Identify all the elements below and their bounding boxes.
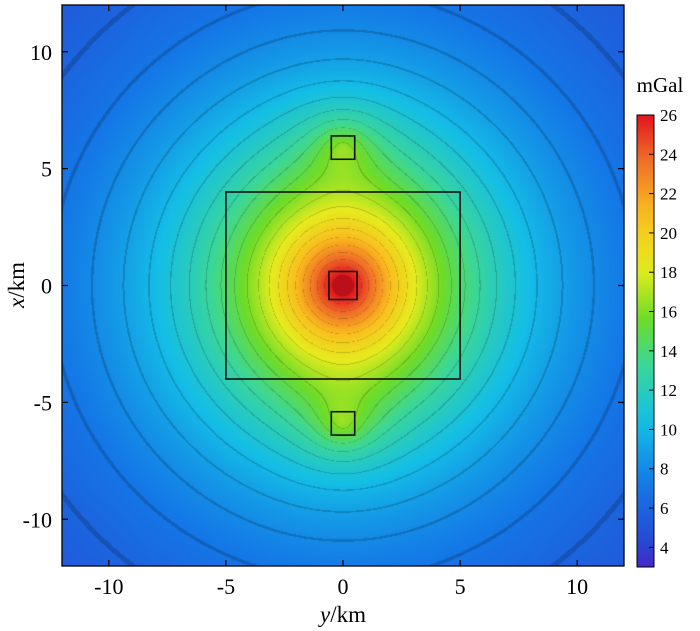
colorbar-tick-label: 6 xyxy=(660,499,669,518)
colorbar-tick-label: 10 xyxy=(660,420,677,439)
x-tick-label: 5 xyxy=(455,574,466,599)
y-axis-ticks: 10 5 0 -5 -10 xyxy=(23,40,624,532)
colorbar-tick-label: 20 xyxy=(660,224,677,243)
colorbar-tick-label: 24 xyxy=(660,145,678,164)
y-tick-label: 0 xyxy=(41,274,52,299)
colorbar-tick-label: 4 xyxy=(660,538,669,557)
outline-north-body xyxy=(330,135,356,161)
y-tick-label: 10 xyxy=(30,40,52,65)
colorbar-tick-label: 12 xyxy=(660,381,677,400)
colorbar-tick-label: 22 xyxy=(660,185,677,204)
heatmap-plot-area xyxy=(61,4,625,567)
colorbar-tick-label: 18 xyxy=(660,263,677,282)
x-axis-label: y/km xyxy=(318,602,366,627)
colorbar: mGal 4 6 8 10 12 14 16 18 20 22 24 26 xyxy=(636,73,684,568)
x-tick-label: -5 xyxy=(217,574,235,599)
colorbar-tick-label: 14 xyxy=(660,342,678,361)
outline-central-body xyxy=(328,270,358,301)
colorbar-label: mGal xyxy=(637,73,684,97)
x-tick-label: -10 xyxy=(94,574,123,599)
colorbar-tick-label: 26 xyxy=(660,106,677,125)
y-tick-label: -5 xyxy=(34,390,52,415)
x-axis-ticks: -10 -5 0 5 10 xyxy=(94,5,588,599)
colorbar-scale xyxy=(636,114,655,568)
y-axis-label: x/km xyxy=(4,262,29,309)
colorbar-tick-label: 16 xyxy=(660,303,677,322)
outline-south-body xyxy=(330,410,356,436)
x-tick-label: 0 xyxy=(338,574,349,599)
x-tick-label: 10 xyxy=(566,574,588,599)
outline-large-block xyxy=(225,191,461,380)
y-tick-label: 5 xyxy=(41,157,52,182)
colorbar-tick-label: 8 xyxy=(660,460,669,479)
y-tick-label: -10 xyxy=(23,507,52,532)
